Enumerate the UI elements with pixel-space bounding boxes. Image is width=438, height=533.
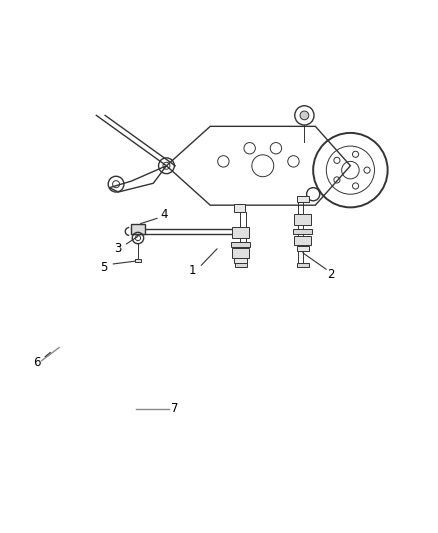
FancyBboxPatch shape xyxy=(293,229,312,233)
FancyBboxPatch shape xyxy=(297,263,309,268)
Text: 7: 7 xyxy=(171,402,179,415)
Text: 5: 5 xyxy=(100,261,107,274)
Text: 3: 3 xyxy=(115,243,122,255)
FancyBboxPatch shape xyxy=(234,204,245,212)
FancyBboxPatch shape xyxy=(297,246,309,251)
FancyBboxPatch shape xyxy=(234,258,247,263)
FancyBboxPatch shape xyxy=(294,236,311,246)
FancyBboxPatch shape xyxy=(232,227,249,238)
Text: 4: 4 xyxy=(160,208,168,221)
FancyBboxPatch shape xyxy=(294,214,311,225)
Text: 6: 6 xyxy=(33,357,41,369)
Text: 1: 1 xyxy=(189,264,197,277)
FancyBboxPatch shape xyxy=(232,248,249,258)
FancyBboxPatch shape xyxy=(231,243,250,247)
FancyBboxPatch shape xyxy=(135,259,141,262)
FancyBboxPatch shape xyxy=(297,196,309,201)
FancyBboxPatch shape xyxy=(235,263,247,268)
FancyBboxPatch shape xyxy=(131,224,145,234)
Circle shape xyxy=(300,111,309,120)
Text: 2: 2 xyxy=(327,268,335,281)
